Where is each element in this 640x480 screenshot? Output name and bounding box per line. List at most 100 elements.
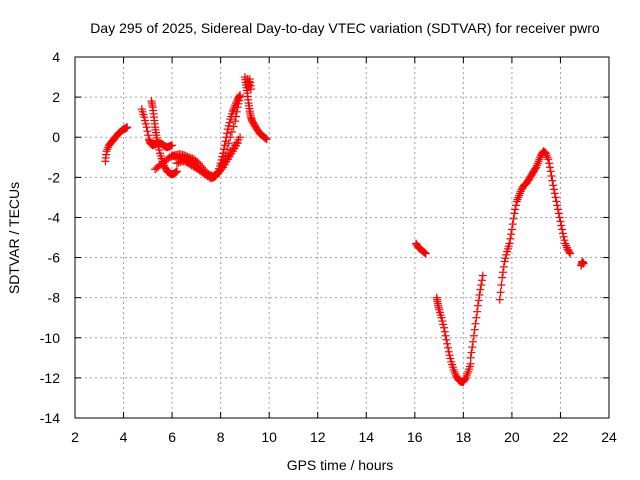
data-point <box>103 145 112 154</box>
data-point <box>460 375 469 384</box>
data-point <box>533 159 542 168</box>
data-point <box>543 153 552 162</box>
data-point <box>262 135 271 144</box>
data-point <box>246 85 255 94</box>
series-segment-8 <box>240 73 271 144</box>
y-tick-label: -2 <box>48 169 61 185</box>
data-point <box>446 354 455 363</box>
x-tick-label: 18 <box>456 429 472 445</box>
data-point <box>444 347 453 356</box>
data-point <box>549 185 558 194</box>
y-tick-label: -6 <box>48 250 61 266</box>
data-point <box>553 201 562 210</box>
data-point <box>505 239 514 248</box>
data-point <box>476 285 485 294</box>
data-point <box>579 259 588 268</box>
data-point <box>463 369 472 378</box>
data-point <box>450 367 459 376</box>
data-point <box>225 118 234 127</box>
data-point <box>231 101 240 110</box>
data-point <box>562 243 571 252</box>
plot-frame <box>74 56 610 419</box>
data-point <box>217 155 226 164</box>
x-tick-label: 20 <box>504 429 520 445</box>
data-point <box>229 105 238 114</box>
data-point <box>469 337 478 346</box>
data-point <box>547 171 556 180</box>
data-point <box>507 225 516 234</box>
data-point <box>554 209 563 218</box>
data-point <box>261 133 270 142</box>
series-segment-11 <box>432 293 475 386</box>
data-point <box>228 107 237 116</box>
data-point <box>500 257 509 266</box>
series-segment-14 <box>577 257 588 270</box>
data-point <box>473 301 482 310</box>
y-tick-label: -10 <box>40 330 60 346</box>
data-point <box>545 163 554 172</box>
axis-ticks <box>74 56 610 419</box>
data-point <box>534 157 543 166</box>
data-point <box>550 189 559 198</box>
data-point <box>261 134 270 143</box>
x-tick-label: 8 <box>217 429 225 445</box>
x-tick-label: 6 <box>168 429 176 445</box>
data-point <box>565 248 574 257</box>
data-point <box>549 181 558 190</box>
data-point <box>558 229 567 238</box>
x-tick-label: 2 <box>71 429 79 445</box>
data-point <box>551 193 560 202</box>
data-point <box>542 151 551 160</box>
data-point <box>495 295 504 304</box>
data-point <box>451 369 460 378</box>
series-segment-9 <box>243 75 255 94</box>
data-point <box>502 250 511 259</box>
series-segment-3 <box>147 97 181 179</box>
data-point <box>510 209 519 218</box>
data-point <box>477 276 486 285</box>
y-tick-label: 4 <box>52 49 60 65</box>
x-axis-label: GPS time / hours <box>287 457 394 473</box>
data-point <box>213 168 222 177</box>
y-axis-label: SDTVAR / TECUs <box>6 182 22 294</box>
data-point <box>532 163 541 172</box>
data-point <box>559 232 568 241</box>
data-point <box>496 288 505 297</box>
data-point <box>443 339 452 348</box>
y-tick-label: 0 <box>52 129 60 145</box>
x-tick-label: 10 <box>261 429 277 445</box>
data-point <box>236 91 245 100</box>
data-point <box>474 296 483 305</box>
series-segment-10 <box>412 239 430 258</box>
x-tick-label: 14 <box>358 429 374 445</box>
data-point <box>560 236 569 245</box>
data-point <box>469 331 478 340</box>
data-point <box>155 145 164 154</box>
data-point <box>536 153 545 162</box>
data-point <box>223 129 232 138</box>
data-point <box>168 141 177 150</box>
data-point <box>552 197 561 206</box>
data-point <box>437 313 446 322</box>
data-point <box>445 351 454 360</box>
data-points <box>101 73 588 386</box>
data-point <box>475 290 484 299</box>
data-point <box>467 348 476 357</box>
data-point <box>154 142 163 151</box>
data-point <box>219 145 228 154</box>
series-segment-12 <box>466 271 487 362</box>
data-point <box>420 248 429 257</box>
data-point <box>546 167 555 176</box>
x-tick-label: 24 <box>601 429 617 445</box>
data-point <box>216 159 225 168</box>
data-point <box>143 127 152 136</box>
data-point <box>531 164 540 173</box>
x-tick-label: 4 <box>120 429 128 445</box>
data-point <box>511 205 520 214</box>
data-point <box>477 280 486 289</box>
data-point <box>557 221 566 230</box>
x-tick-label: 22 <box>553 429 569 445</box>
data-point <box>144 131 153 140</box>
